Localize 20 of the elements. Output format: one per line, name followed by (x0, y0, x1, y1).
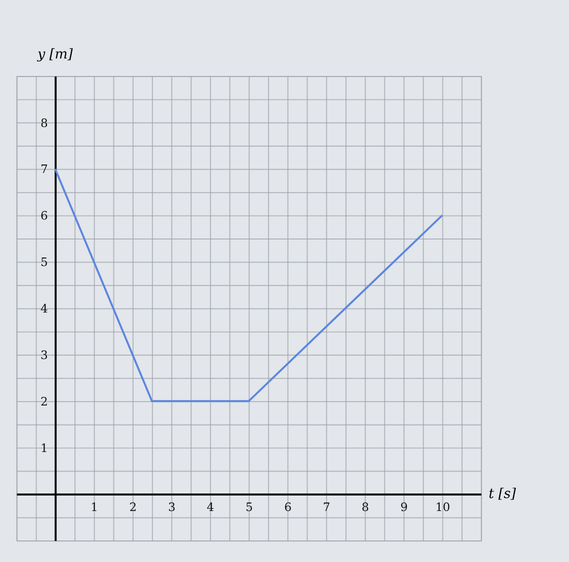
y-tick-label: 8 (40, 116, 48, 130)
x-tick-label: 8 (362, 500, 369, 514)
x-tick-label: 9 (400, 500, 408, 514)
y-tick-label: 6 (40, 208, 48, 223)
y-tick-label: 4 (40, 302, 48, 316)
y-axis-title: y [m] (36, 46, 74, 63)
x-tick-label: 5 (245, 500, 253, 514)
x-tick-label: 10 (435, 500, 450, 514)
x-tick-label: 2 (129, 500, 137, 514)
x-tick-label: 6 (284, 500, 292, 514)
x-axis-title: t [s] (488, 486, 517, 502)
y-tick-label: 3 (40, 348, 48, 362)
x-tick-label: 7 (322, 500, 330, 514)
y-tick-label: 5 (40, 255, 48, 270)
x-tick-label: 4 (206, 500, 214, 514)
x-tick-label: 1 (90, 500, 98, 514)
y-tick-label: 7 (40, 162, 48, 176)
y-tick-label: 1 (40, 440, 48, 455)
x-tick-label: 3 (168, 500, 176, 514)
y-tick-label: 2 (40, 394, 48, 408)
